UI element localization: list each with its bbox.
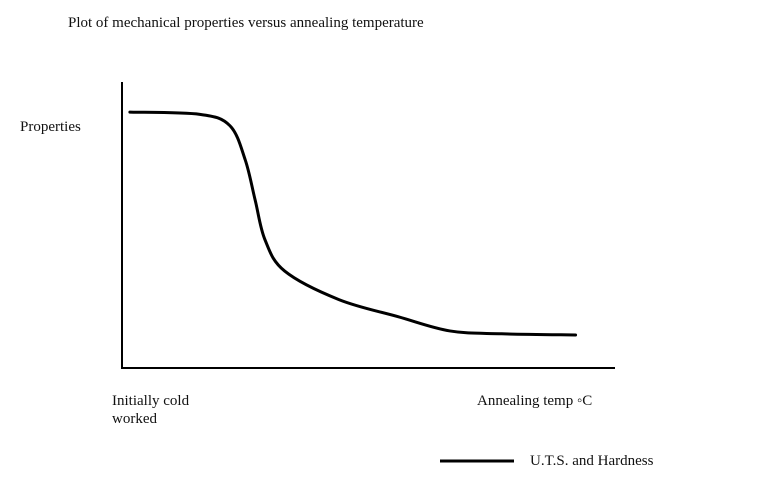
x-start-label: Initially cold worked [112,392,189,428]
x-axis-label: Annealing temp ◦C [477,393,593,409]
legend-label: U.T.S. and Hardness [530,453,654,469]
chart-title: Plot of mechanical properties versus ann… [68,15,424,31]
x-start-label-line-1: Initially cold [112,393,190,409]
series-line-uts-hardness [128,110,578,337]
y-axis-label: Properties [20,119,81,135]
x-start-label-line-2: worked [112,411,157,427]
